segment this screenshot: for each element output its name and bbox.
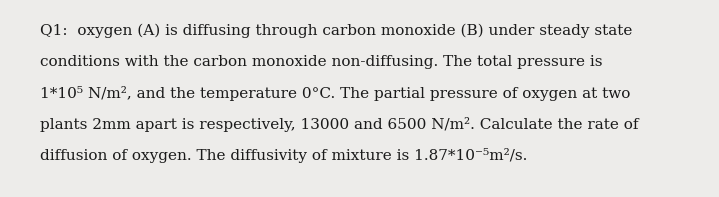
Text: Q1:  oxygen (A) is diffusing through carbon monoxide (B) under steady state: Q1: oxygen (A) is diffusing through carb…: [40, 24, 632, 38]
Text: diffusion of oxygen. The diffusivity of mixture is 1.87*10⁻⁵m²/s.: diffusion of oxygen. The diffusivity of …: [40, 148, 527, 163]
Text: 1*10⁵ N/m², and the temperature 0°C. The partial pressure of oxygen at two: 1*10⁵ N/m², and the temperature 0°C. The…: [40, 86, 630, 101]
Text: plants 2mm apart is respectively, 13000 and 6500 N/m². Calculate the rate of: plants 2mm apart is respectively, 13000 …: [40, 117, 638, 132]
Text: conditions with the carbon monoxide non-diffusing. The total pressure is: conditions with the carbon monoxide non-…: [40, 55, 602, 69]
